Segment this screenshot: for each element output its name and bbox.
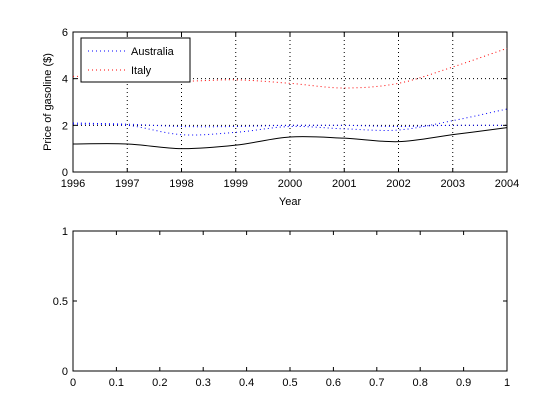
y-tick-label: 6: [62, 27, 68, 39]
price-chart-ticks: [72, 31, 508, 173]
x-tick-label: 1: [504, 377, 510, 389]
x-tick-label: 1997: [115, 178, 139, 190]
x-tick-label: 0: [70, 377, 76, 389]
x-tick-label: 0.4: [239, 377, 254, 389]
x-tick-label: 0.2: [152, 377, 167, 389]
x-tick-label: 2002: [386, 178, 410, 190]
empty-chart-x-tick-labels: 0 0.1 0.2 0.3 0.4 0.5 0.6 0.7 0.8 0.9 1: [70, 377, 510, 389]
empty-chart-axes-box: [72, 230, 508, 372]
x-axis-label: Year: [279, 196, 302, 208]
empty-chart: 0 0.1 0.2 0.3 0.4 0.5 0.6 0.7 0.8 0.9 1 00.51: [53, 226, 510, 389]
legend: Australia Italy: [80, 37, 191, 83]
x-tick-label: 0.8: [413, 377, 428, 389]
y-tick-label: 0.5: [53, 296, 68, 308]
x-tick-label: 0.5: [282, 377, 297, 389]
price-chart-y-tick-labels: 0 2 4 6: [62, 27, 68, 179]
y-tick-label: 2: [62, 120, 68, 132]
x-tick-label: 1998: [169, 178, 193, 190]
x-tick-label: 0.1: [109, 377, 124, 389]
x-tick-label: 2001: [332, 178, 356, 190]
price-chart-series: [72, 47, 508, 150]
y-tick-label: 1: [62, 226, 68, 238]
y-tick-label: 0: [62, 167, 68, 179]
legend-entry-italy: Italy: [131, 65, 152, 77]
series-line-3: [72, 122, 508, 128]
empty-chart-y-tick-labels: 00.51: [53, 226, 68, 378]
y-axis-label: Price of gasoline ($): [42, 53, 54, 151]
x-tick-label: 2003: [441, 178, 465, 190]
x-tick-label: 0.9: [456, 377, 471, 389]
x-tick-label: 0.7: [369, 377, 384, 389]
price-chart: 1996 1997 1998 1999 2000 2001 2002 2003 2004 0 2 4…: [42, 27, 519, 208]
y-tick-label: 0: [62, 366, 68, 378]
series-line-4: [72, 127, 508, 150]
x-tick-label: 0.6: [326, 377, 341, 389]
legend-entry-australia: Australia: [131, 46, 175, 58]
x-tick-label: 1996: [61, 178, 85, 190]
legend-box: [80, 37, 191, 83]
x-tick-label: 2004: [495, 178, 519, 190]
x-tick-label: 0.3: [196, 377, 211, 389]
x-tick-label: 2000: [278, 178, 302, 190]
empty-chart-ticks: [72, 230, 508, 372]
y-tick-label: 4: [62, 74, 68, 86]
x-tick-label: 1999: [224, 178, 248, 190]
price-chart-x-tick-labels: 1996 1997 1998 1999 2000 2001 2002 2003 2004: [61, 178, 519, 190]
